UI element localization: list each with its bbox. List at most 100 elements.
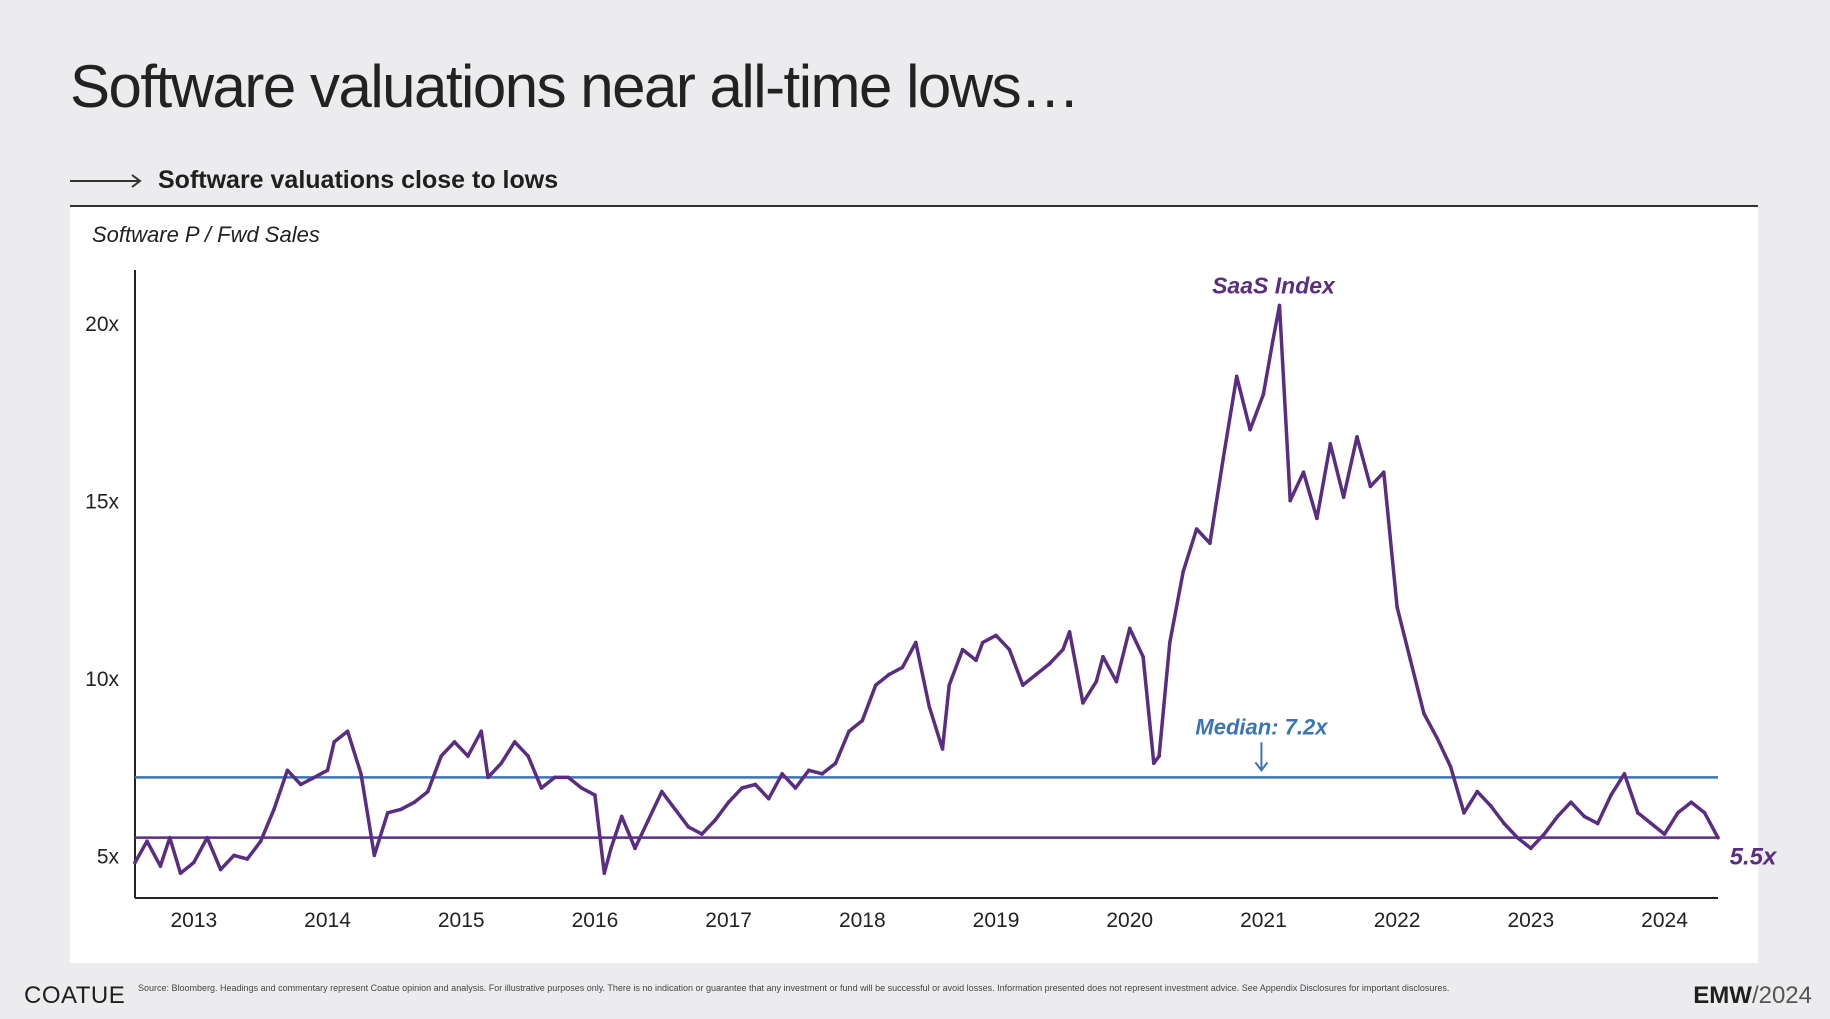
saas-index-point <box>914 640 918 645</box>
saas-index-point <box>232 853 236 858</box>
saas-index-point <box>1716 835 1720 840</box>
saas-index-point <box>258 839 263 844</box>
saas-index-point <box>1234 374 1239 379</box>
saas-index-point <box>833 761 838 765</box>
saas-index-point <box>1248 427 1252 432</box>
saas-index-point <box>1157 754 1161 758</box>
saas-index-point <box>167 835 172 840</box>
saas-index-point <box>994 633 998 638</box>
saas-index-point <box>372 853 377 858</box>
saas-index-point <box>1061 647 1065 652</box>
saas-index-point <box>1221 456 1226 460</box>
saas-index-point <box>602 871 607 875</box>
saas-index-point <box>633 846 637 851</box>
saas-index-point <box>1676 811 1680 815</box>
x-tick-label: 2017 <box>705 909 752 932</box>
saas-index-point <box>960 647 965 652</box>
saas-index-point <box>1488 803 1493 808</box>
saas-index-point <box>700 832 704 836</box>
saas-index-point <box>312 775 316 780</box>
saas-index-point <box>927 704 931 709</box>
saas-index-point <box>1270 339 1275 343</box>
saas-index-point <box>205 835 209 840</box>
saas-index-point <box>847 729 851 734</box>
saas-index-point <box>553 775 557 780</box>
saas-index-point <box>486 775 490 780</box>
y-tick-label: 20x <box>85 313 119 336</box>
series-label: SaaS Index <box>1212 272 1336 298</box>
x-tick-label: 2021 <box>1240 909 1287 932</box>
saas-index-point <box>1702 811 1707 815</box>
saas-index-point <box>1181 569 1186 574</box>
y-tick-label: 5x <box>97 845 120 868</box>
saas-index-point <box>526 754 530 758</box>
saas-index-point <box>539 786 544 790</box>
saas-index-point <box>359 772 363 776</box>
x-tick-label: 2018 <box>839 909 886 932</box>
saas-index-point <box>1081 701 1085 705</box>
section-subhead: Software valuations close to lows <box>70 166 1758 195</box>
saas-index-point <box>1127 626 1132 631</box>
saas-index-point <box>1515 835 1520 840</box>
saas-index-point <box>1448 764 1453 769</box>
x-tick-label: 2013 <box>170 909 217 932</box>
saas-index-point <box>1368 484 1373 489</box>
saas-index-point <box>1168 640 1172 645</box>
x-tick-label: 2014 <box>304 909 351 932</box>
saas-index-point <box>452 740 457 744</box>
event-tag: EMW/2024 <box>1693 982 1812 1010</box>
x-tick-label: 2020 <box>1106 909 1153 932</box>
saas-index-point <box>1595 821 1600 826</box>
saas-index-point <box>974 658 978 663</box>
saas-index-point <box>1094 679 1099 684</box>
saas-index-point <box>593 793 597 797</box>
saas-index-point <box>158 864 163 868</box>
saas-index-point <box>1569 800 1573 805</box>
saas-index-point <box>793 786 798 790</box>
saas-index-point <box>860 718 865 723</box>
saas-index-point <box>1381 470 1386 475</box>
saas-index-point <box>399 807 403 812</box>
saas-index-point <box>1114 679 1119 684</box>
saas-index-point <box>1355 434 1359 439</box>
saas-index-point <box>1529 846 1533 851</box>
saas-index-point <box>1502 821 1506 826</box>
saas-index-point <box>1408 658 1413 663</box>
saas-index-point <box>512 740 517 744</box>
saas-index-point <box>1328 442 1333 446</box>
saas-index-point <box>566 775 570 780</box>
saas-index-point <box>900 665 905 670</box>
saas-index-point <box>1462 811 1466 815</box>
saas-index-point <box>940 747 945 751</box>
saas-index-point <box>659 789 664 794</box>
saas-index-point <box>1435 736 1440 741</box>
saas-index-point <box>1007 647 1012 652</box>
x-tick-label: 2019 <box>973 909 1020 932</box>
right-arrow-icon <box>70 173 142 188</box>
saas-index-point <box>1151 761 1156 765</box>
saas-index-point <box>332 740 337 744</box>
saas-index-point <box>1141 654 1145 659</box>
saas-index-point <box>298 782 303 787</box>
saas-index-point <box>947 683 952 687</box>
chart-panel-label: Software P / Fwd Sales <box>92 222 320 247</box>
saas-index-point <box>1475 789 1480 794</box>
y-tick-label: 15x <box>85 491 119 514</box>
saas-index-point <box>1689 800 1694 805</box>
saas-index-point <box>1101 654 1105 659</box>
saas-index-point <box>1208 541 1212 545</box>
saas-index-point <box>133 860 137 865</box>
saas-index-point <box>1542 832 1546 836</box>
saas-index-point <box>579 786 584 790</box>
saas-index-point <box>1034 672 1038 677</box>
saas-index-point <box>192 860 196 865</box>
saas-index-point <box>1609 793 1613 797</box>
y-tick-label: 10x <box>85 668 119 691</box>
x-tick-label: 2022 <box>1374 909 1421 932</box>
median-pointer-arrowhead <box>1254 761 1269 773</box>
x-tick-label: 2023 <box>1507 909 1554 932</box>
saas-index-point <box>1288 498 1292 503</box>
saas-index-point <box>1582 814 1587 819</box>
saas-index-point <box>780 772 784 776</box>
